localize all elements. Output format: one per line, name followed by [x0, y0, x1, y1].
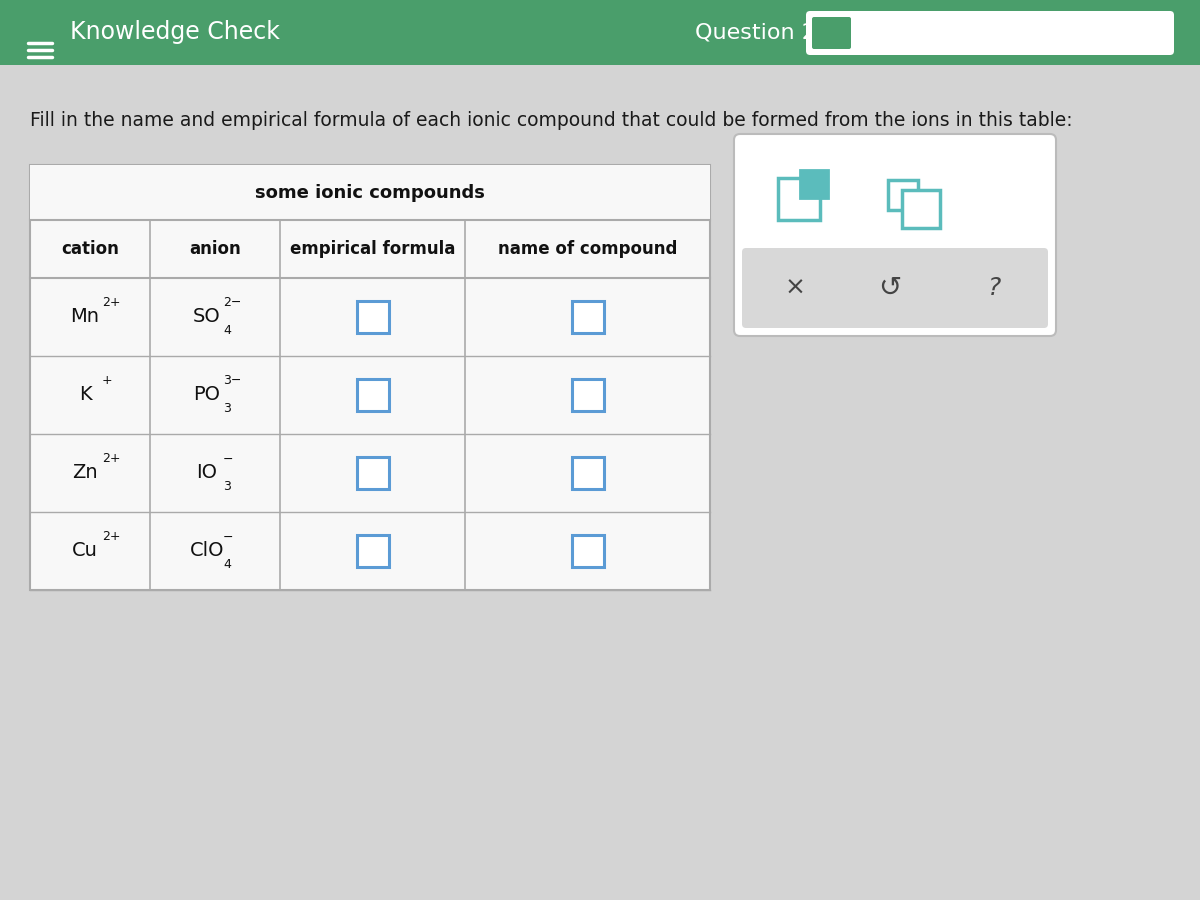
- Text: Zn: Zn: [72, 464, 98, 482]
- Text: Cu: Cu: [72, 542, 98, 561]
- Bar: [902, 190, 940, 228]
- Text: K: K: [79, 385, 91, 404]
- Bar: [571, 457, 604, 489]
- Text: 3−: 3−: [223, 374, 241, 388]
- Text: some ionic compounds: some ionic compounds: [256, 184, 485, 202]
- Text: Mn: Mn: [71, 308, 100, 327]
- Bar: [800, 170, 828, 198]
- FancyBboxPatch shape: [806, 11, 1174, 55]
- Bar: [571, 535, 604, 567]
- Bar: [30, 165, 710, 220]
- Text: −: −: [223, 453, 234, 465]
- Text: ↺: ↺: [878, 274, 901, 302]
- Bar: [571, 379, 604, 411]
- Bar: [356, 535, 389, 567]
- Bar: [356, 301, 389, 333]
- Text: SO: SO: [193, 308, 221, 327]
- Text: ClO: ClO: [190, 542, 224, 561]
- Bar: [778, 178, 820, 220]
- Bar: [888, 180, 918, 210]
- Text: ?: ?: [989, 276, 1002, 300]
- FancyBboxPatch shape: [734, 134, 1056, 336]
- Text: Fill in the name and empirical formula of each ionic compound that could be form: Fill in the name and empirical formula o…: [30, 111, 1073, 130]
- FancyBboxPatch shape: [742, 248, 1048, 328]
- Text: empirical formula: empirical formula: [290, 240, 455, 258]
- Text: IO: IO: [197, 464, 217, 482]
- FancyBboxPatch shape: [812, 17, 851, 49]
- Bar: [571, 301, 604, 333]
- Text: ×: ×: [785, 276, 805, 300]
- Text: −: −: [223, 530, 234, 544]
- Text: anion: anion: [190, 240, 241, 258]
- Text: Knowledge Check: Knowledge Check: [70, 21, 280, 44]
- Text: PO: PO: [193, 385, 221, 404]
- Text: 4: 4: [223, 557, 230, 571]
- Bar: [30, 165, 710, 590]
- Bar: [0, 0, 1200, 65]
- Text: cation: cation: [61, 240, 119, 258]
- Text: 2+: 2+: [102, 453, 120, 465]
- Text: 3: 3: [223, 480, 230, 492]
- Text: Question 2: Question 2: [695, 22, 816, 42]
- Text: 3: 3: [223, 401, 230, 415]
- Text: 2+: 2+: [102, 530, 120, 544]
- Text: +: +: [102, 374, 113, 388]
- Text: 2+: 2+: [102, 296, 120, 310]
- Text: name of compound: name of compound: [498, 240, 677, 258]
- Bar: [356, 379, 389, 411]
- Text: 4: 4: [223, 323, 230, 337]
- Text: 2−: 2−: [223, 296, 241, 310]
- Bar: [356, 457, 389, 489]
